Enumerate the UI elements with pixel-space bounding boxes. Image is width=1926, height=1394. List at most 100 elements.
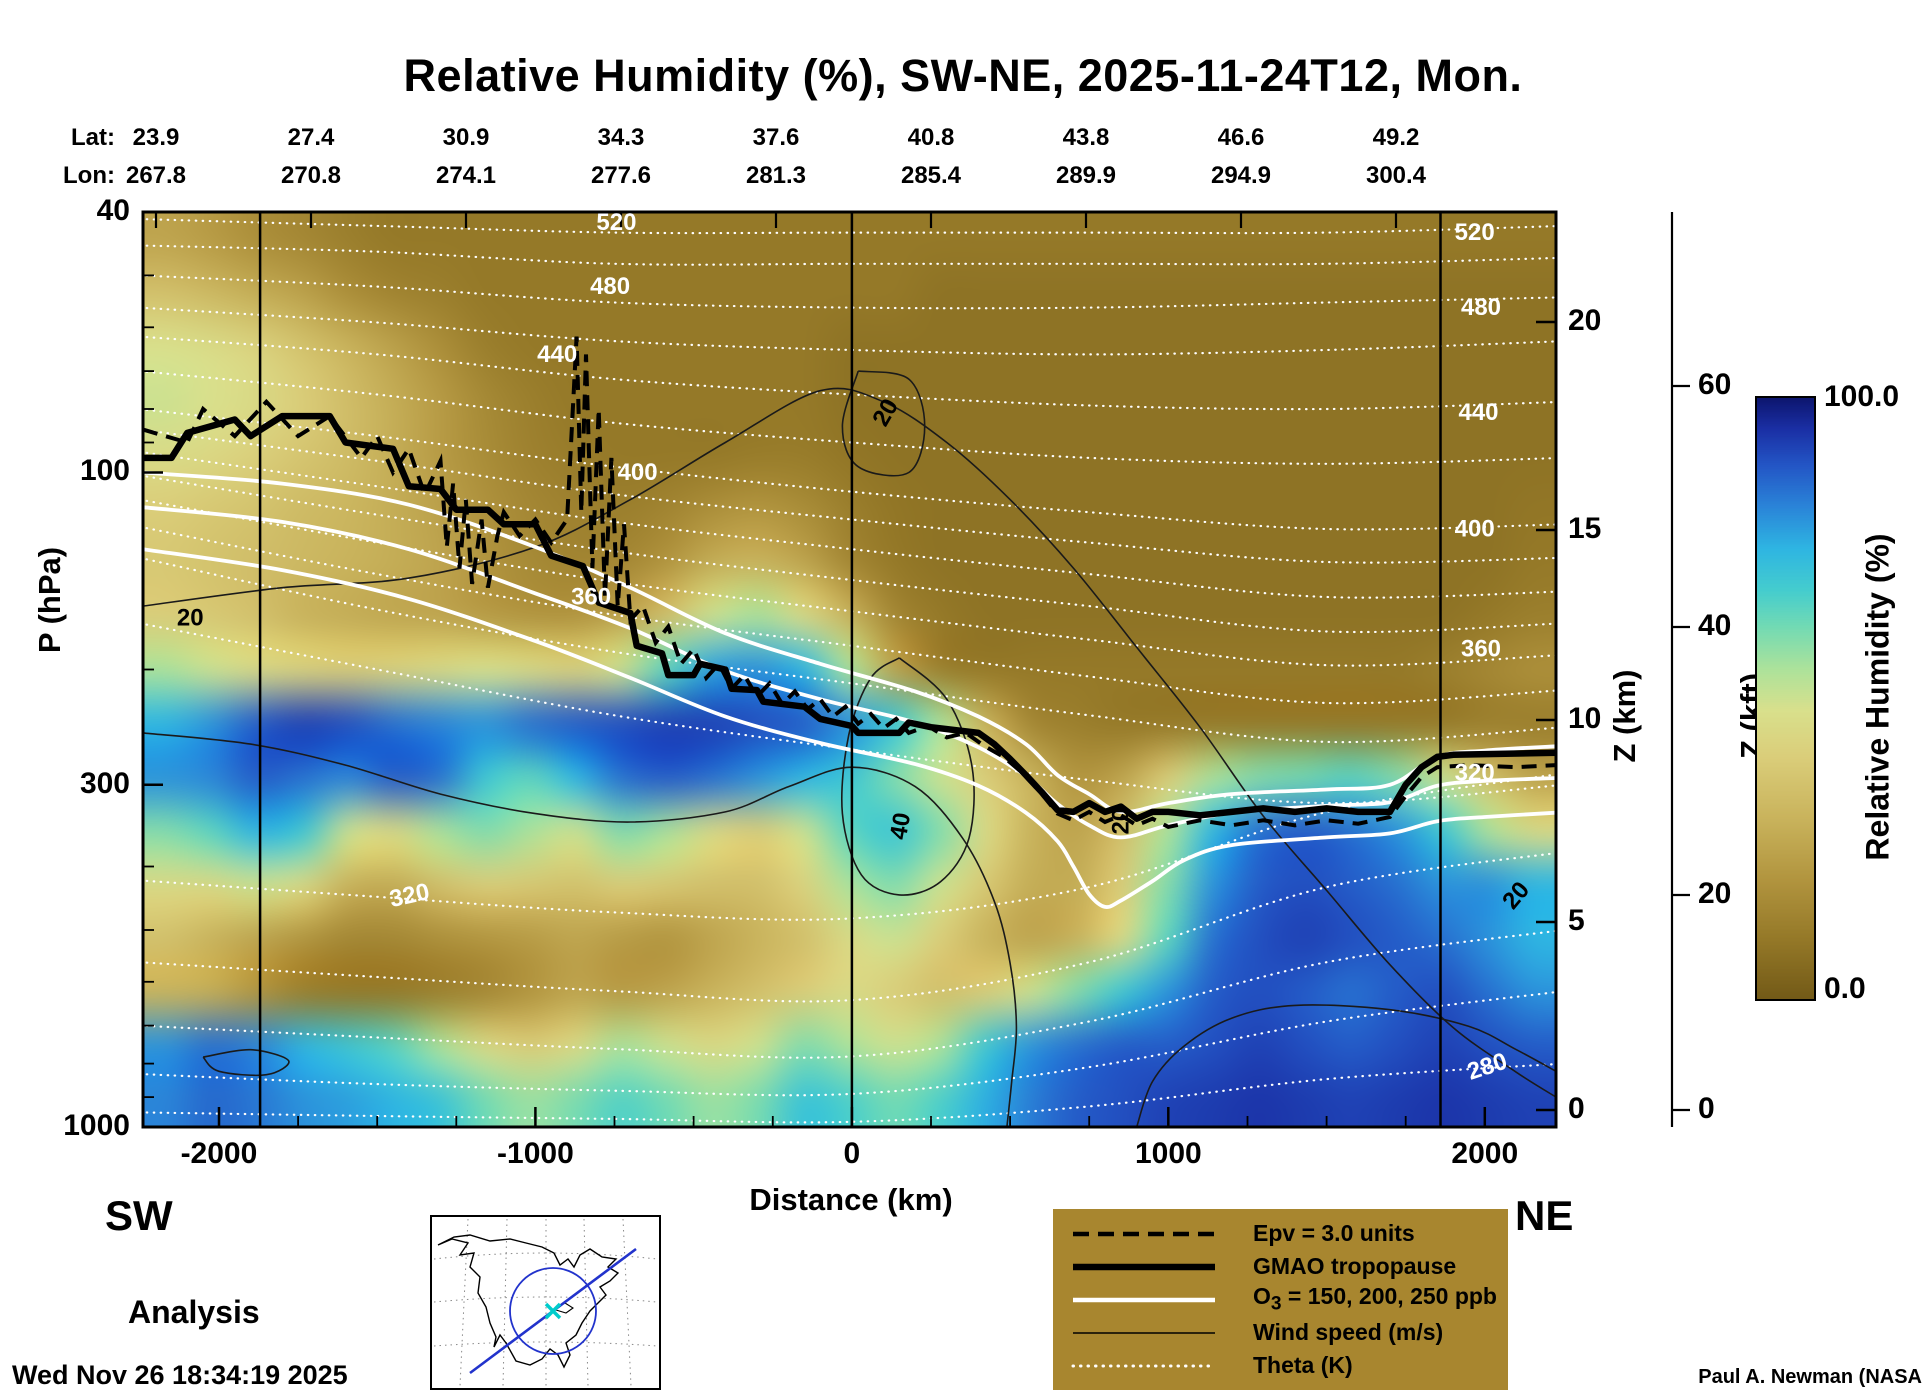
lat-value: 40.8	[907, 124, 955, 151]
z-kft-tick-label: 20	[1698, 877, 1732, 910]
wind-contour-20	[1135, 1004, 1556, 1127]
wind-contour-20	[143, 387, 1556, 1098]
z-kft-tick-label: 40	[1698, 609, 1732, 642]
contour-label: 360	[1461, 635, 1501, 662]
credit: Paul A. Newman (NASA	[1698, 1366, 1922, 1388]
map-transect-circle	[509, 1267, 597, 1355]
contour-label: 520	[596, 209, 636, 236]
colorbar-title: Relative Humidity (%)	[1859, 533, 1896, 861]
o3-contour	[143, 470, 1556, 814]
contour-label: 400	[618, 459, 658, 486]
lon-value: 267.8	[125, 162, 187, 189]
theta-contour-380	[143, 451, 1556, 599]
lat-value: 37.6	[752, 124, 800, 151]
colorbar	[1755, 396, 1816, 1001]
theta-contour-370	[143, 474, 1556, 634]
colorbar-min-label: 0.0	[1824, 972, 1866, 1005]
p-tick-label: 300	[79, 766, 130, 800]
lon-value: 281.3	[745, 162, 807, 189]
legend-item-o3: O3 = 150, 200, 250 ppb	[1069, 1283, 1508, 1316]
plot-border	[141, 210, 1558, 1129]
z-km-tick-label: 5	[1568, 904, 1585, 937]
theta-contour-500	[143, 244, 1556, 266]
plot-title: Relative Humidity (%), SW-NE, 2025-11-24…	[403, 50, 1523, 101]
z-kft-tick-label: 60	[1698, 368, 1732, 401]
z-km-tick-label: 15	[1568, 512, 1602, 545]
contour-label: 480	[590, 273, 630, 300]
map-coastline	[437, 1234, 620, 1369]
map-inset	[430, 1215, 661, 1390]
z-km-tick-label: 0	[1568, 1092, 1585, 1125]
theta-line-sample	[1071, 1364, 1217, 1367]
wind-contour-20	[143, 732, 1018, 1127]
contour-label: 360	[571, 584, 611, 611]
analysis-label: Analysis	[128, 1294, 260, 1330]
lon-value: 300.4	[1365, 162, 1427, 189]
contour-label: 20	[1497, 877, 1535, 915]
p-axis-title: P (hPa)	[32, 546, 67, 654]
p-tick-label: 1000	[63, 1109, 130, 1142]
tropopause-line-sample	[1073, 1263, 1215, 1270]
contour-label: 40	[885, 811, 916, 842]
legend-item-wind: Wind speed (m/s)	[1069, 1316, 1508, 1349]
rh-heatmap	[143, 212, 1556, 1127]
contour-label: 440	[537, 341, 577, 368]
z-km-axis-title: Z (km)	[1607, 669, 1642, 763]
contour-label: 20	[177, 605, 204, 632]
map-graticule	[433, 1218, 658, 1387]
theta-contour-420	[143, 370, 1556, 465]
contour-label: 440	[1458, 399, 1498, 426]
lon-value: 294.9	[1210, 162, 1272, 189]
contour-label: 520	[1455, 219, 1495, 246]
lat-axis-prefix: Lat:	[71, 124, 115, 151]
lat-value: 27.4	[287, 124, 335, 151]
lat-value: 23.9	[132, 124, 180, 151]
legend-label-o3-sub: 3	[1270, 1293, 1282, 1315]
legend-item-theta: Theta (K)	[1069, 1349, 1508, 1382]
contour-label: 400	[1455, 516, 1495, 543]
theta-contour-400	[143, 408, 1556, 531]
x-tick-label: 0	[843, 1137, 861, 1170]
epv-contour	[143, 336, 1556, 830]
contour-label: 280	[1464, 1048, 1510, 1086]
map-center-marker-icon	[544, 1302, 562, 1320]
tropopause-line	[143, 412, 1556, 822]
lat-value: 30.9	[442, 124, 490, 151]
x-tick-label: -1000	[497, 1137, 574, 1170]
lat-value: 34.3	[597, 124, 645, 151]
contour-label: 480	[1461, 294, 1501, 321]
legend-label-o3-prefix: O	[1253, 1283, 1271, 1310]
contour-label: 20	[1108, 808, 1135, 835]
z-kft-tick-label: 0	[1698, 1092, 1715, 1125]
o3-line-sample	[1073, 1297, 1215, 1302]
legend-label-wind: Wind speed (m/s)	[1253, 1319, 1444, 1345]
wind-contour-20	[202, 1048, 290, 1077]
lat-value: 46.6	[1217, 124, 1265, 151]
x-axis-title: Distance (km)	[749, 1182, 953, 1217]
wind-line-sample	[1073, 1331, 1215, 1334]
colorbar-max-label: 100.0	[1824, 380, 1900, 413]
lon-axis-prefix: Lon:	[63, 162, 115, 189]
legend-item-epv: Epv = 3.0 units	[1069, 1217, 1508, 1250]
contour-label: 320	[387, 878, 432, 913]
contour-label: 320	[1455, 760, 1495, 787]
lon-value: 274.1	[435, 162, 497, 189]
x-tick-label: 2000	[1451, 1137, 1519, 1170]
legend-label-epv: Epv = 3.0 units	[1253, 1220, 1415, 1246]
legend: Epv = 3.0 units GMAO tropopause O3 = 150…	[1053, 1209, 1508, 1390]
lon-value: 285.4	[900, 162, 962, 189]
lon-value: 289.9	[1055, 162, 1117, 189]
legend-label-o3: O3 = 150, 200, 250 ppb	[1253, 1283, 1497, 1316]
wind-contour-20	[841, 370, 926, 477]
lon-value: 270.8	[280, 162, 342, 189]
z-km-tick-label: 10	[1568, 702, 1602, 735]
legend-label-o3-rest: = 150, 200, 250 ppb	[1281, 1283, 1497, 1310]
contour-label: 20	[867, 394, 904, 431]
theta-contour-520	[143, 217, 1556, 235]
lon-value: 277.6	[590, 162, 652, 189]
legend-label-tropopause: GMAO tropopause	[1253, 1253, 1457, 1279]
sw-end-label: SW	[105, 1192, 173, 1239]
theta-contour-290	[143, 990, 1556, 1097]
